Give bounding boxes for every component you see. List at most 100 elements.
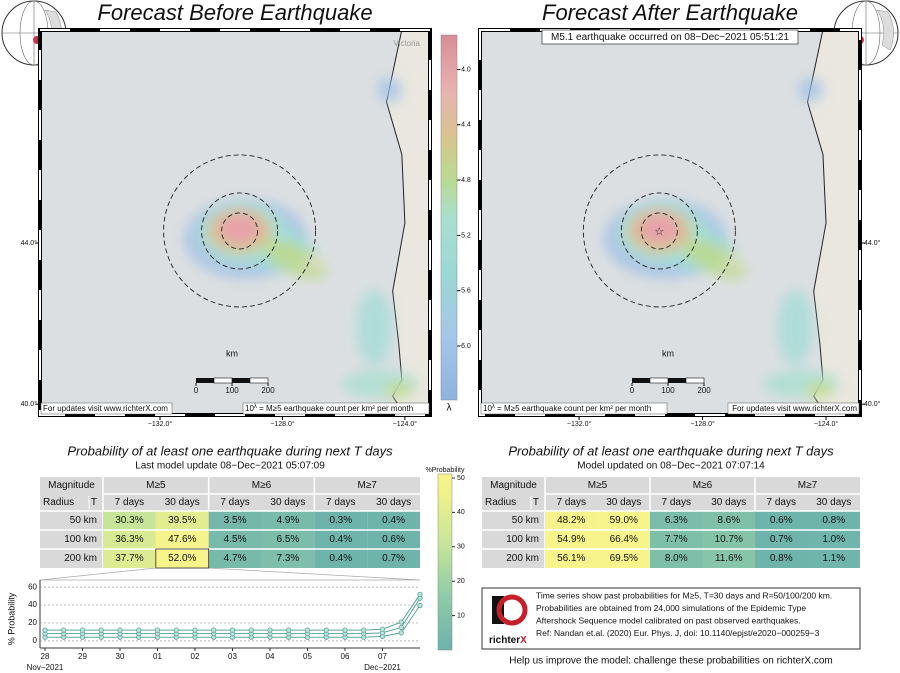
- prob-colorbar-title: %Probability: [426, 467, 465, 474]
- info-line: Ref: Nandan et.al. (2020) Eur. Phys. J, …: [536, 628, 820, 638]
- probability-cell: 69.5%: [610, 553, 638, 564]
- cell-bg: [702, 549, 755, 568]
- land: [807, 29, 860, 415]
- x-tick-label: 07: [378, 652, 387, 661]
- intensity-blob: [384, 382, 413, 399]
- radius-circle: [163, 154, 317, 308]
- probability-cell: 56.1%: [557, 553, 585, 564]
- scale-label: km: [662, 348, 674, 358]
- point: [361, 627, 367, 633]
- prob-colorbar: [437, 473, 453, 651]
- legend-text: = M≥5 earthquake count per km² per month: [495, 404, 651, 413]
- probability-cell: 0.6%: [770, 515, 793, 526]
- updates-note: For updates visit www.richterX.com: [732, 404, 857, 413]
- period-header: 30 days: [270, 497, 305, 508]
- intensity-blob: [637, 213, 682, 244]
- info-line: Probabilities are obtained from 24,000 s…: [536, 603, 806, 613]
- cell-bg: [155, 511, 209, 530]
- period-header: 30 days: [165, 497, 200, 508]
- legend-text: = M≥5 earthquake count per km² per month: [257, 404, 413, 413]
- colorbar-tick-label: −5.6: [457, 288, 471, 295]
- cell-bg: [650, 530, 703, 549]
- magnitude-header: M≥7: [798, 480, 818, 491]
- colorbar-tick-label: −5.2: [457, 232, 471, 239]
- updates-box: [40, 402, 173, 415]
- prob-colorbar-tick-label: 30: [457, 544, 465, 551]
- scale-segment: [668, 378, 686, 383]
- scale-segment: [196, 378, 214, 383]
- cell-bg: [155, 530, 209, 549]
- magnitude-label: Magnitude: [490, 480, 537, 491]
- cell-bg: [367, 511, 420, 530]
- place-label: Victoria: [393, 39, 420, 48]
- series-line: [45, 594, 421, 631]
- magnitude-label: Magnitude: [48, 480, 95, 491]
- cell-bg: [261, 530, 315, 549]
- richterx-logo: [492, 594, 528, 626]
- radius-header: 100 km: [64, 534, 97, 545]
- y-tick-label: 40.0°: [21, 400, 38, 408]
- probability-cell: 0.8%: [770, 553, 793, 564]
- prob-colorbar-tick-label: 20: [457, 578, 465, 585]
- density-legend: 10λ = M≥5 earthquake count per km² per m…: [245, 404, 413, 414]
- intensity-blob: [777, 289, 814, 366]
- cell-bg: [367, 549, 420, 568]
- y-tick-label: 44.0°: [21, 239, 38, 247]
- table-title: Probability of at least one earthquake d…: [67, 443, 393, 458]
- point: [398, 619, 404, 625]
- probability-cell: 6.3%: [665, 515, 688, 526]
- intensity-blob: [217, 213, 262, 244]
- probability-cell: 1.0%: [822, 534, 845, 545]
- point: [342, 627, 348, 633]
- y-tick-label: 44.0°: [864, 239, 881, 247]
- point: [173, 627, 179, 633]
- scale-tick-label: 0: [630, 386, 635, 395]
- t-label: T: [533, 497, 539, 508]
- probability-cell: 48.2%: [557, 515, 585, 526]
- probability-cell: 0.4%: [329, 553, 352, 564]
- scale-segment: [232, 378, 250, 383]
- radius-circle: [201, 192, 279, 270]
- logo-main: richter: [489, 635, 520, 646]
- cell-bg: [807, 549, 860, 568]
- cell-bg: [545, 549, 598, 568]
- point: [42, 627, 48, 633]
- intensity-blob: [377, 78, 402, 103]
- probability-cell: 0.7%: [382, 553, 405, 564]
- intensity-blob: [798, 78, 823, 103]
- x-tick-label: 28: [41, 652, 50, 661]
- cell-bg: [597, 549, 650, 568]
- annotation-box: [541, 29, 799, 45]
- cell-bg: [597, 511, 650, 530]
- cell-bg: [314, 530, 368, 549]
- prob-colorbar-tick-label: 10: [457, 612, 465, 619]
- colorbar-tick-label: −6.0: [457, 343, 471, 350]
- period-header: 30 days: [376, 497, 411, 508]
- probability-cell: 4.9%: [277, 515, 300, 526]
- cell-bg: [261, 549, 315, 568]
- x-tick-label: 29: [78, 652, 87, 661]
- probability-cell: 4.5%: [224, 534, 247, 545]
- cell-bg: [367, 530, 420, 549]
- intensity-blob: [303, 257, 324, 270]
- colorbar: [440, 34, 458, 401]
- probability-cell: 7.7%: [665, 534, 688, 545]
- intensity-blob: [723, 257, 744, 270]
- cell-bg: [755, 549, 808, 568]
- point: [417, 591, 423, 597]
- x-tick-label: −132.0°: [148, 420, 173, 428]
- x-tick-label: −124.0°: [814, 420, 839, 428]
- radius-header: 200 km: [506, 553, 539, 564]
- colorbar-tick-label: −4.4: [457, 122, 471, 129]
- x-tick-label: −128.0°: [270, 420, 295, 428]
- scale-segment: [249, 377, 269, 384]
- map-frame-dash: [39, 29, 431, 416]
- point: [192, 627, 198, 633]
- radius-circle: [620, 192, 698, 270]
- probability-cell: 8.6%: [717, 515, 740, 526]
- radius-circle: [640, 212, 678, 250]
- probability-cell: 54.9%: [557, 534, 585, 545]
- probability-cell: 1.1%: [822, 553, 845, 564]
- magnitude-header: M≥7: [357, 480, 377, 491]
